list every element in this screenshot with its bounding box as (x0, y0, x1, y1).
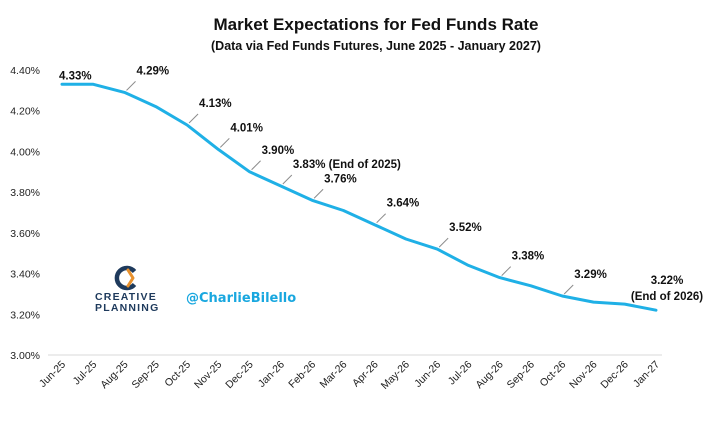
x-tick-label: Dec-25 (223, 359, 256, 392)
data-label-leader (126, 81, 136, 91)
data-label: 4.13% (199, 98, 232, 110)
y-axis: 3.00% 3.20% 3.40% 3.60% 3.80% 4.00% 4.20% 4.40% (10, 65, 40, 362)
y-tick-label: 3.00% (10, 350, 40, 362)
data-label: 3.52% (449, 222, 482, 234)
data-label: 3.83% (End of 2025) (293, 159, 401, 171)
x-tick-label: Jan-27 (631, 359, 662, 390)
y-tick-label: 3.40% (10, 269, 40, 281)
x-tick-label: Mar-26 (317, 359, 349, 391)
data-label-leader (282, 174, 293, 185)
data-label: 3.38% (512, 251, 545, 263)
y-tick-label: 4.00% (10, 146, 40, 158)
data-label-layer: 4.33% 4.29% 4.13% 4.01% 3.90% 3.83% (End of 2… (59, 65, 703, 303)
y-tick-label: 3.80% (10, 187, 40, 199)
x-tick-label: Oct-26 (538, 359, 569, 390)
data-label: 4.33% (59, 70, 92, 82)
x-tick-label: Jun-26 (412, 359, 443, 390)
y-tick-label: 4.40% (10, 65, 40, 77)
x-tick-label: Jan-26 (256, 359, 287, 390)
data-label: 4.29% (137, 65, 170, 77)
data-label: 3.90% (262, 145, 295, 157)
chart-subtitle: (Data via Fed Funds Futures, June 2025 -… (211, 39, 541, 53)
y-tick-label: 3.20% (10, 309, 40, 321)
logo-text-line1: CREATIVE (95, 291, 157, 303)
data-label: 3.29% (574, 269, 607, 281)
y-tick-label: 3.60% (10, 228, 40, 240)
data-label-leader (313, 188, 324, 199)
x-tick-label: Sep-25 (129, 359, 162, 392)
twitter-handle: @CharlieBilello (186, 291, 296, 306)
x-tick-label: Sep-26 (505, 359, 538, 392)
x-tick-label: Feb-26 (286, 359, 318, 391)
data-label-leader (501, 266, 512, 276)
data-label: 3.22% (651, 275, 684, 287)
x-tick-label: Nov-25 (192, 359, 225, 392)
chart-title: Market Expectations for Fed Funds Rate (214, 15, 539, 34)
x-tick-label: Nov-26 (567, 359, 600, 392)
creative-planning-c-logo-icon (114, 265, 137, 291)
x-tick-label: Aug-25 (98, 359, 131, 392)
data-label-leader (563, 284, 574, 295)
x-tick-label: Jun-25 (37, 359, 68, 390)
series-layer (60, 82, 658, 312)
data-label: 4.01% (230, 122, 263, 134)
data-label: 3.76% (324, 173, 357, 185)
y-tick-label: 4.20% (10, 106, 40, 118)
x-tick-label: Aug-26 (473, 359, 506, 392)
creative-planning-logo: CREATIVE PLANNING (95, 265, 159, 314)
data-label-leader (188, 113, 199, 124)
x-tick-label: Jul-26 (446, 359, 475, 388)
data-label-leader (219, 138, 230, 148)
x-tick-label: Apr-26 (350, 359, 381, 390)
x-tick-label: Oct-25 (162, 359, 193, 390)
data-label-leader (438, 237, 449, 248)
x-tick-label: May-26 (379, 359, 412, 392)
data-label-leader (251, 160, 261, 171)
data-label-leader (376, 213, 386, 224)
series-line (60, 82, 658, 312)
x-tick-label: Dec-26 (598, 359, 631, 392)
data-label: (End of 2026) (631, 291, 703, 303)
data-label: 3.64% (387, 198, 420, 210)
x-tick-label: Jul-25 (71, 359, 100, 388)
logo-text-line2: PLANNING (95, 302, 159, 314)
